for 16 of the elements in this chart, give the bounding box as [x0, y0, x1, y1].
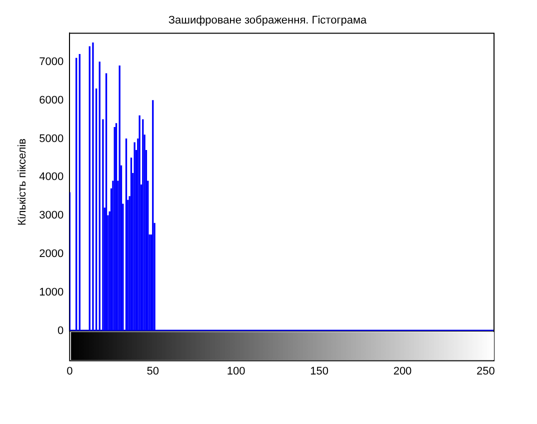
y-tick-label: 5000	[39, 132, 64, 145]
x-tick-label: 0	[66, 365, 73, 378]
y-tick-label: 2000	[39, 248, 64, 260]
x-tick-label: 50	[146, 365, 160, 378]
chart-title: Зашифроване зображення. Гістограма	[168, 14, 368, 27]
y-tick-label: 7000	[39, 56, 64, 68]
x-tick-label: 250	[476, 365, 495, 378]
y-tick-label: 4000	[39, 171, 64, 184]
x-tick-label: 200	[393, 365, 412, 378]
y-axis-title: Кількість пікселів	[16, 138, 29, 226]
y-tick-label: 3000	[39, 210, 64, 222]
y-tick-label: 1000	[39, 286, 64, 298]
x-tick-label: 150	[310, 365, 328, 378]
y-tick-label: 6000	[39, 94, 64, 106]
x-tick-label: 100	[226, 365, 246, 378]
y-tick-label: 0	[58, 324, 64, 337]
